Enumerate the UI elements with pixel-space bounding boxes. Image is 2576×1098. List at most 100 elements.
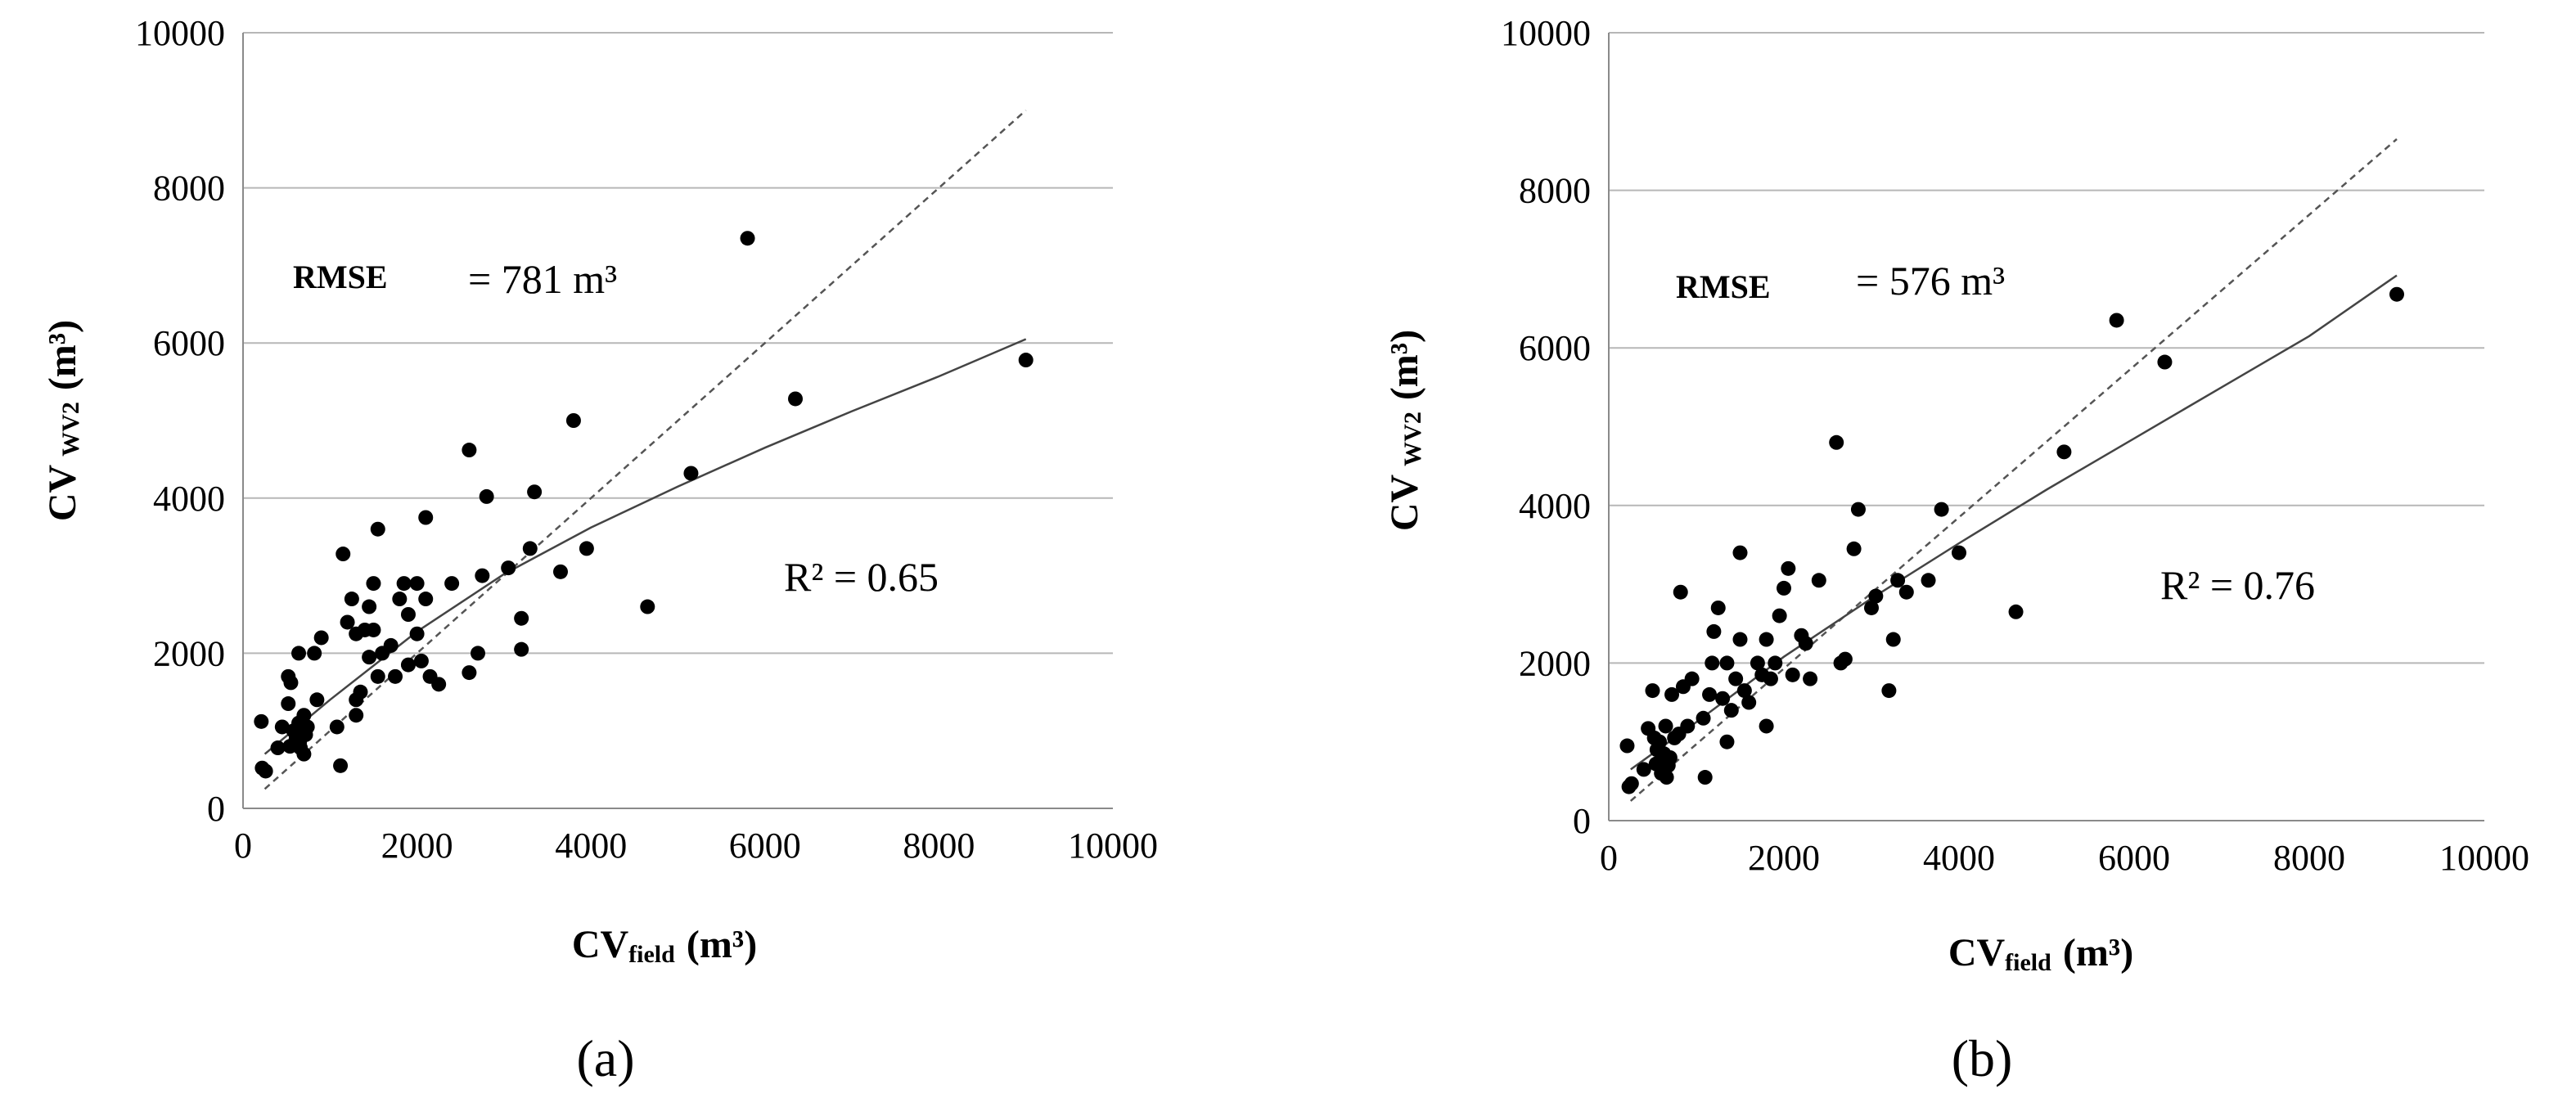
rmse-label-a: RMSE: [293, 259, 388, 295]
data-point-b-42: [1763, 671, 1778, 686]
dashed-line-a: [263, 109, 1027, 790]
data-point-a-27: [344, 592, 359, 607]
y-axis-title-main-a: CVWV2(m³): [41, 320, 84, 521]
data-point-b-22: [1684, 671, 1700, 686]
data-point-b-67: [2056, 444, 2072, 460]
data-point-a-42: [392, 592, 408, 607]
x-tick-label-b-5: 10000: [2439, 838, 2529, 878]
data-point-b-70: [2389, 286, 2404, 302]
data-point-b-52: [1829, 434, 1844, 450]
data-point-b-62: [1898, 584, 1914, 600]
data-point-b-59: [1881, 683, 1897, 699]
rmse-label-b: RMSE: [1676, 268, 1771, 305]
data-point-b-25: [1702, 686, 1718, 702]
panel-label-b: (b): [1952, 1029, 2013, 1087]
data-point-a-23: [329, 719, 345, 735]
data-point-a-46: [409, 576, 425, 592]
x-axis-title-b: CVfield (m³): [1948, 931, 2133, 976]
data-point-a-30: [349, 708, 364, 723]
data-point-a-15: [296, 708, 312, 723]
y-tick-label-b-5: 10000: [1501, 13, 1591, 53]
data-point-a-53: [444, 576, 460, 592]
data-point-a-31: [353, 684, 368, 700]
data-point-b-47: [1785, 667, 1800, 682]
data-point-b-33: [1728, 671, 1744, 686]
data-point-a-44: [400, 607, 416, 622]
data-point-a-61: [514, 641, 529, 657]
y-axis-title-b: CVWV2(m³): [1383, 330, 1426, 531]
y-tick-label-a-4: 8000: [153, 169, 225, 209]
panel-a: 0 2000 4000 6000 8000 10000 0 2000 4000 6000 8000…: [41, 13, 1158, 1087]
data-point-a-38: [370, 668, 385, 684]
data-point-b-23: [1696, 710, 1711, 726]
data-point-a-56: [471, 646, 486, 661]
y-tick-label-a-0: 0: [207, 789, 225, 829]
data-point-b-19: [1673, 584, 1688, 600]
data-point-b-44: [1772, 608, 1787, 623]
data-point-b-66: [2008, 604, 2024, 619]
data-point-a-63: [527, 484, 543, 500]
data-point-a-47: [409, 626, 425, 641]
grid-lines-b: [1609, 32, 2484, 664]
rmse-value-b: = 576 m³: [1856, 258, 2005, 304]
data-point-b-37: [1741, 695, 1757, 710]
dashed-line-b: [1629, 138, 2398, 802]
data-point-a-45: [400, 657, 416, 673]
reference-line-a: [263, 109, 1027, 790]
data-point-b-30: [1719, 655, 1735, 671]
panel-b: 0 2000 4000 6000 8000 10000 0 2000 4000 6000 8000…: [1383, 13, 2529, 1087]
data-point-b-24: [1697, 770, 1713, 785]
x-axis-title-a: CVfield (m³): [572, 923, 757, 968]
data-point-a-21: [309, 692, 325, 708]
data-point-b-63: [1921, 573, 1936, 588]
data-point-b-36: [1736, 683, 1752, 699]
data-point-a-57: [475, 568, 490, 583]
data-point-b-68: [2109, 313, 2124, 328]
data-point-a-36: [366, 576, 381, 592]
data-point-a-3: [270, 740, 286, 756]
data-point-a-26: [340, 614, 355, 630]
data-point-a-43: [396, 576, 412, 592]
x-tick-label-b-4: 8000: [2273, 838, 2345, 878]
data-point-a-59: [501, 560, 516, 576]
data-point-b-27: [1706, 623, 1722, 639]
data-point-b-50: [1803, 671, 1818, 686]
grid-lines-a: [243, 32, 1113, 655]
data-point-a-65: [565, 413, 581, 428]
data-point-b-15: [1662, 749, 1678, 765]
data-point-a-0: [254, 713, 269, 729]
data-point-b-16: [1664, 686, 1680, 702]
data-point-a-58: [479, 488, 494, 504]
y-tick-label-b-1: 2000: [1519, 643, 1591, 683]
fit-curve-path-a: [263, 338, 1027, 755]
data-point-b-55: [1846, 541, 1862, 556]
data-point-b-29: [1715, 691, 1731, 706]
data-point-b-64: [1934, 502, 1949, 517]
data-point-b-3: [1636, 762, 1651, 777]
data-point-b-5: [1645, 683, 1660, 699]
data-point-b-26: [1705, 655, 1720, 671]
data-point-b-21: [1680, 718, 1696, 734]
data-point-a-67: [640, 599, 655, 614]
data-point-a-68: [683, 466, 699, 481]
x-tick-label-a-2: 4000: [555, 826, 627, 866]
rmse-value-a: = 781 m³: [468, 256, 617, 302]
data-point-a-35: [366, 622, 381, 637]
y-tick-labels-a: 0 2000 4000 6000 8000 10000: [135, 13, 225, 829]
y-tick-label-b-3: 6000: [1519, 328, 1591, 368]
data-point-b-35: [1732, 545, 1748, 560]
reference-line-b: [1629, 138, 2398, 802]
axes-b: [1608, 33, 2484, 821]
data-point-b-31: [1719, 734, 1735, 749]
data-point-b-45: [1777, 580, 1791, 596]
data-point-b-32: [1723, 703, 1739, 718]
panel-label-a: (a): [576, 1029, 634, 1087]
y-tick-labels-b: 0 2000 4000 6000 8000 10000: [1501, 13, 1591, 841]
data-point-a-22: [313, 630, 329, 646]
data-point-a-24: [333, 758, 349, 773]
data-point-b-40: [1759, 718, 1774, 734]
data-point-a-2: [258, 763, 273, 779]
y-tick-label-a-2: 4000: [153, 479, 225, 519]
axes-a: [242, 33, 1113, 809]
y-axis-title-a: CVWV2(m³): [41, 320, 84, 521]
